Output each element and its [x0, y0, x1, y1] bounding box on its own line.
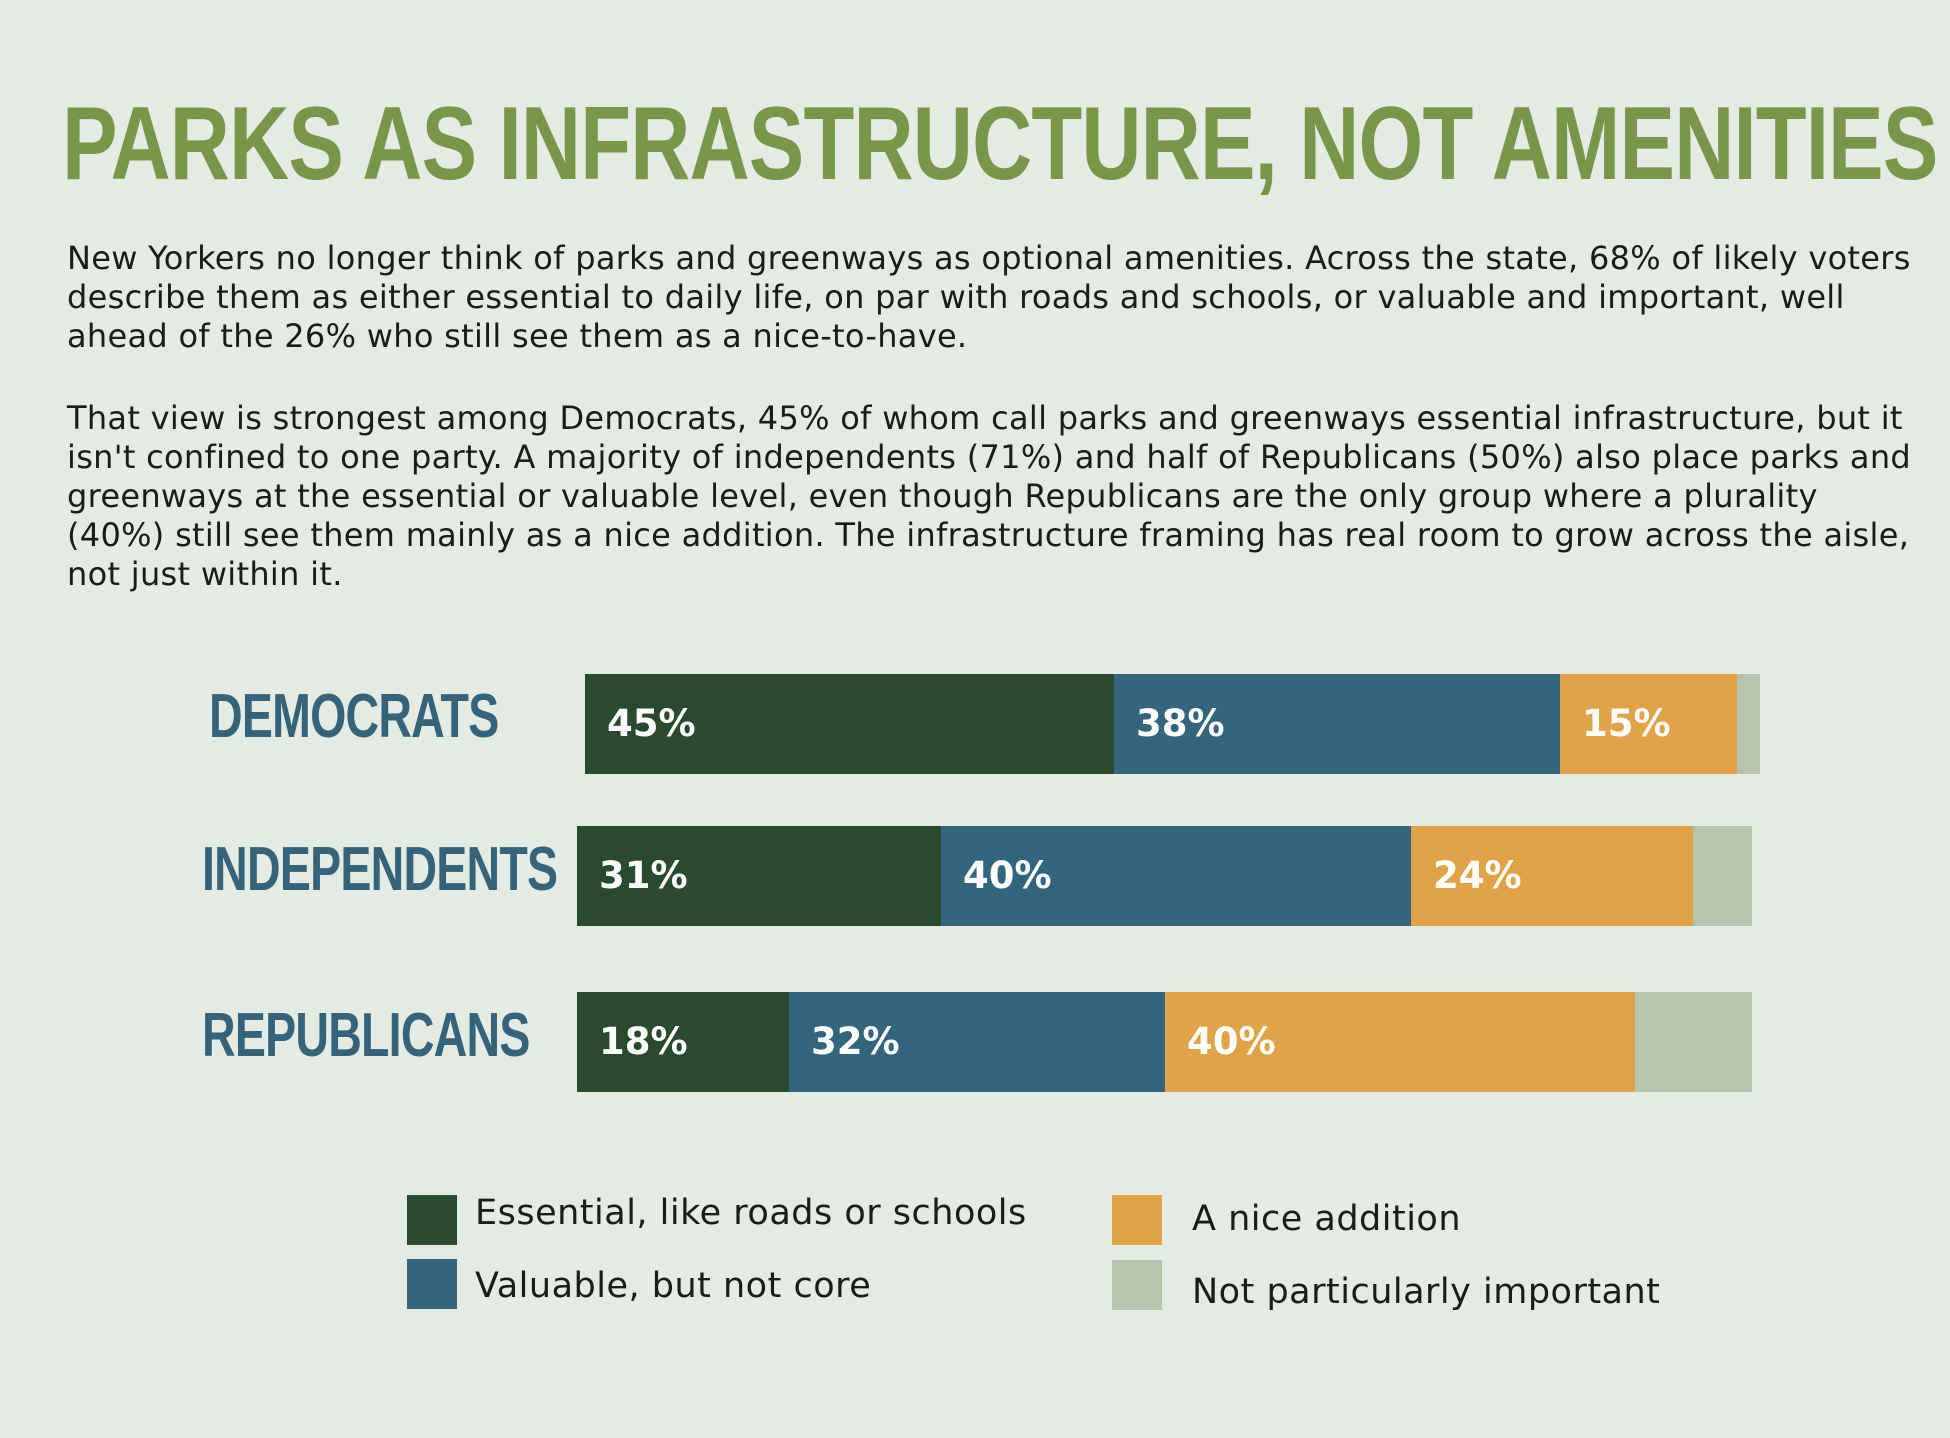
- data-label: 32%: [811, 1020, 900, 1063]
- bar-segment: 15%: [1560, 674, 1737, 774]
- bar-segment: 24%: [1411, 826, 1693, 926]
- row-label-republicans: REPUBLICANS: [202, 1001, 530, 1070]
- legend-label-valuable: Valuable, but not core: [475, 1266, 872, 1306]
- data-label: 15%: [1582, 702, 1671, 745]
- legend-swatch-not-important: [1112, 1260, 1162, 1310]
- data-label: 38%: [1136, 702, 1225, 745]
- bar-segment: [1635, 992, 1752, 1092]
- data-label: 45%: [607, 702, 696, 745]
- row-label-independents: INDEPENDENTS: [202, 835, 558, 904]
- bar-republicans: 18% 32% 40%: [577, 992, 1752, 1092]
- legend-label-nice-addition: A nice addition: [1192, 1199, 1462, 1239]
- row-label-democrats: DEMOCRATS: [209, 682, 499, 751]
- legend-swatch-nice-addition: [1112, 1195, 1162, 1245]
- bar-segment: 38%: [1114, 674, 1560, 774]
- data-label: 18%: [599, 1020, 688, 1063]
- bar-independents: 31% 40% 24%: [577, 826, 1752, 926]
- bar-segment: [1693, 826, 1752, 926]
- bar-democrats: 45% 38% 15%: [585, 674, 1760, 774]
- legend-swatch-essential: [407, 1195, 457, 1245]
- legend-swatch-valuable: [407, 1259, 457, 1309]
- bar-segment: 31%: [577, 826, 941, 926]
- legend-label-not-important: Not particularly important: [1192, 1272, 1661, 1312]
- page-title: PARKS AS INFRASTRUCTURE, NOT AMENITIES: [62, 86, 1938, 202]
- data-label: 40%: [963, 854, 1052, 897]
- intro-paragraph: New Yorkers no longer think of parks and…: [67, 239, 1911, 355]
- bar-segment: 40%: [941, 826, 1411, 926]
- bar-segment: 32%: [789, 992, 1165, 1092]
- data-label: 24%: [1433, 854, 1522, 897]
- bar-segment: 18%: [577, 992, 789, 1092]
- legend-label-essential: Essential, like roads or schools: [475, 1193, 1027, 1233]
- bar-segment: 40%: [1165, 992, 1635, 1092]
- data-label: 40%: [1187, 1020, 1276, 1063]
- bar-segment: 45%: [585, 674, 1114, 774]
- bar-segment: [1737, 674, 1760, 774]
- data-label: 31%: [599, 854, 688, 897]
- analysis-paragraph: That view is strongest among Democrats, …: [67, 399, 1912, 593]
